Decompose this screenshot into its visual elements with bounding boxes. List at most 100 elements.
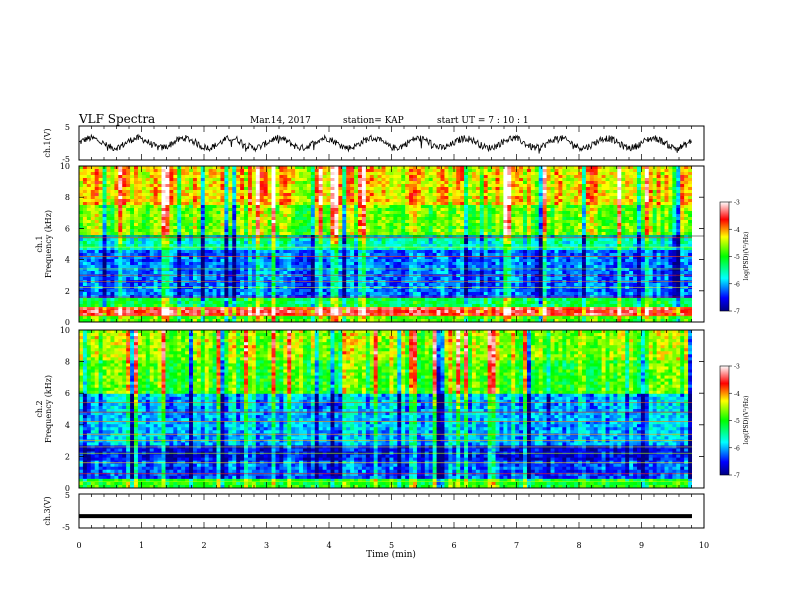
spectrogram-cell [688,223,693,227]
spectrogram-cell [122,232,127,236]
spectrogram-cell [420,235,426,239]
spectrogram-cell [369,175,375,179]
spectrogram-cell [259,241,265,245]
spectrogram-cell [357,217,363,221]
spectrogram-cell [369,226,375,230]
spectrogram-cell [204,178,210,182]
spectrogram-cell [306,217,312,221]
spectrogram-cell [409,253,414,257]
spectrogram-cell [416,235,422,239]
spectrogram-cell [177,238,182,242]
spectrogram-cell [593,208,599,212]
spectrogram-cell [346,235,351,239]
spectrogram-cell [676,235,681,239]
spectrogram-cell [621,211,626,215]
spectrogram-cell [110,226,115,230]
spectrogram-cell [436,190,441,194]
spectrogram-cell [483,193,489,197]
spectrogram-cell [684,235,689,239]
spectrogram-cell [534,253,540,257]
spectrogram-cell [495,190,500,194]
spectrogram-cell [464,205,469,209]
spectrogram-cell [605,178,610,182]
spectrogram-cell [684,226,689,230]
spectrogram-cell [570,166,575,170]
spectrogram-cell [491,241,496,245]
spectrogram-cell [558,232,563,236]
spectrogram-cell [570,181,575,185]
spectrogram-cell [578,187,583,191]
spectrogram-cell [424,226,430,230]
spectrogram-cell [114,232,119,236]
spectrogram-cell [538,205,544,209]
spectrogram-cell [530,211,536,215]
spectrogram-cell [247,235,253,239]
spectrogram-cell [181,250,186,254]
spectrogram-cell [153,211,158,215]
spectrogram-cell [82,172,88,176]
spectrogram-cell [574,253,579,257]
spectrogram-cell [94,259,100,263]
spectrogram-cell [208,223,213,227]
spectrogram-cell [389,181,394,185]
spectrogram-cell [456,217,461,221]
spectrogram-cell [153,169,158,173]
spectrogram-cell [617,181,622,185]
spectrogram-cell [177,226,182,230]
spectrogram-cell [220,199,225,203]
spectrogram-cell [676,184,681,188]
spectrogram-cell [393,169,398,173]
spectrogram-cell [444,220,449,224]
spectrogram-cell [660,220,665,224]
spectrogram-cell [236,214,241,218]
spectrogram-cell [208,214,213,218]
spectrogram-cell [617,229,622,233]
spectrogram-cell [247,193,253,197]
spectrogram-cell [224,229,229,233]
spectrogram-cell [381,244,386,248]
spectrogram-cell [369,238,375,242]
spectrogram-cell [444,241,449,245]
spectrogram-cell [94,250,100,254]
spectrogram-cell [526,235,532,239]
spectrogram-cell [511,208,516,212]
spectrogram-cell [487,220,492,224]
spectrogram-cell [420,208,426,212]
spectrogram-cell [302,172,308,176]
spectrogram-cell [684,202,689,206]
spectrogram-cell [165,196,170,200]
spectrogram-cell [141,178,147,182]
spectrogram-cell [546,235,551,239]
spectrogram-cell [90,247,96,251]
spectrogram-cell [420,244,426,248]
spectrogram-cell [530,205,536,209]
spectrogram-cell [232,175,237,179]
spectrogram-cell [633,253,638,257]
spectrogram-cell [409,193,414,197]
spectrogram-cell [177,193,182,197]
spectrogram-cell [122,175,127,179]
spectrogram-cell [244,238,249,242]
spectrogram-cell [558,235,563,239]
spectrogram-cell [251,232,257,236]
spectrogram-cell [263,244,269,248]
spectrogram-cell [165,205,170,209]
spectrogram-cell [475,256,481,260]
spectrogram-cell [519,202,524,206]
spectrogram-cell [507,217,512,221]
spectrogram-cell [530,244,536,248]
spectrogram-cell [397,181,402,185]
spectrogram-cell [401,187,406,191]
spectrogram-cell [145,166,151,170]
spectrogram-cell [326,178,331,182]
spectrogram-cell [558,211,563,215]
spectrogram-cell [216,202,221,206]
spectrogram-cell [200,235,206,239]
spectrogram-cell [546,166,551,170]
spectrogram-cell [381,178,386,182]
spectrogram-cell [106,178,111,182]
spectrogram-cell [680,205,685,209]
spectrogram-cell [448,235,453,239]
spectrogram-cell [530,172,536,176]
spectrogram-cell [578,253,583,257]
